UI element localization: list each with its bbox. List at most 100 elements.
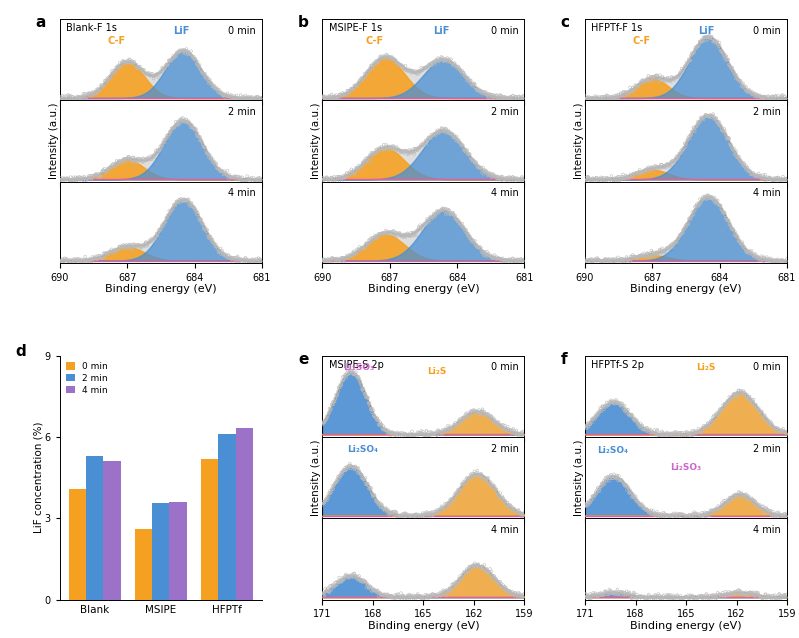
Point xyxy=(724,61,737,71)
Point xyxy=(362,581,375,591)
Point xyxy=(670,72,682,82)
Point xyxy=(486,570,499,581)
Point xyxy=(650,70,663,80)
Point xyxy=(772,256,785,267)
Point xyxy=(316,500,329,510)
Point xyxy=(372,55,384,65)
Bar xyxy=(135,530,153,600)
Point xyxy=(449,418,462,428)
Point xyxy=(406,591,419,602)
Point xyxy=(640,593,653,603)
Point xyxy=(226,253,239,263)
Point xyxy=(208,238,221,248)
Point xyxy=(707,112,720,122)
Point xyxy=(679,591,692,602)
Point xyxy=(682,590,694,600)
Point xyxy=(107,68,120,78)
Point xyxy=(690,202,703,212)
Point xyxy=(667,72,680,82)
Point xyxy=(643,75,656,85)
Point xyxy=(471,161,483,172)
Point xyxy=(741,86,753,96)
Point xyxy=(677,145,690,155)
Point xyxy=(489,172,502,182)
Point xyxy=(418,139,431,149)
Point xyxy=(496,582,509,592)
Point xyxy=(594,403,607,413)
Point xyxy=(515,172,528,182)
Point xyxy=(649,429,662,440)
Point xyxy=(650,509,663,519)
Point xyxy=(726,390,739,401)
Point xyxy=(167,202,180,212)
Point xyxy=(605,255,618,265)
Point xyxy=(349,369,362,380)
Point xyxy=(455,574,467,584)
Point xyxy=(726,588,739,598)
Point xyxy=(413,224,426,234)
Point xyxy=(419,590,431,600)
Point xyxy=(374,144,387,154)
Point xyxy=(165,55,177,65)
Point xyxy=(232,172,244,182)
Point xyxy=(332,254,344,264)
Point xyxy=(333,90,346,100)
Point xyxy=(496,255,509,265)
Point xyxy=(625,172,638,182)
Point xyxy=(696,593,709,603)
Point xyxy=(430,590,443,600)
Point xyxy=(654,160,667,170)
Point xyxy=(189,54,201,64)
Point xyxy=(401,149,414,160)
Point xyxy=(439,587,451,597)
Point xyxy=(654,161,667,172)
Point xyxy=(698,592,710,602)
Point xyxy=(356,474,369,484)
Point xyxy=(650,429,662,440)
Point xyxy=(632,419,645,429)
Point xyxy=(633,594,646,604)
Point xyxy=(507,427,520,438)
Point xyxy=(719,51,732,61)
Point xyxy=(115,241,128,251)
Point xyxy=(238,175,251,186)
Point xyxy=(721,589,733,599)
Point xyxy=(730,390,743,401)
Point xyxy=(386,226,399,237)
Point xyxy=(500,255,513,265)
Point xyxy=(423,591,435,601)
Point xyxy=(443,129,456,139)
Point xyxy=(657,246,670,256)
Point xyxy=(466,81,479,91)
Point xyxy=(383,227,396,237)
Point xyxy=(733,487,745,497)
Point xyxy=(332,92,344,102)
Point xyxy=(395,429,407,440)
Point xyxy=(225,254,237,264)
Point xyxy=(683,593,696,603)
Point xyxy=(628,413,641,424)
Point xyxy=(502,93,515,103)
Point xyxy=(215,87,228,97)
Point xyxy=(368,58,381,68)
Point xyxy=(609,399,622,409)
Point xyxy=(133,154,146,164)
Point xyxy=(770,593,783,603)
Point xyxy=(579,420,592,431)
Point xyxy=(457,413,470,423)
Point xyxy=(242,257,255,267)
Point xyxy=(373,55,386,65)
Point xyxy=(725,224,738,234)
Point xyxy=(450,420,463,430)
Point xyxy=(322,410,335,420)
Point xyxy=(753,254,766,264)
Point xyxy=(450,577,463,587)
Point xyxy=(682,593,694,603)
Point xyxy=(517,590,530,600)
Point xyxy=(332,256,344,266)
Point xyxy=(380,503,392,513)
Point xyxy=(632,419,645,429)
Point xyxy=(349,80,362,91)
Point xyxy=(484,412,497,422)
Point xyxy=(493,91,506,101)
